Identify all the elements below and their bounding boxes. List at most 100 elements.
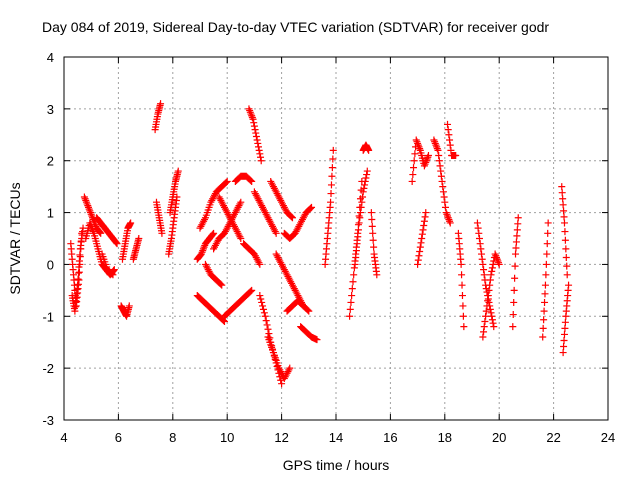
data-point-marker — [97, 229, 105, 237]
data-point-marker — [352, 254, 360, 262]
data-point-marker — [509, 311, 517, 319]
data-point-marker — [435, 152, 443, 160]
data-point-marker — [223, 177, 231, 185]
data-point-marker — [414, 260, 422, 268]
data-point-marker — [441, 203, 449, 211]
data-point-marker — [257, 157, 265, 165]
data-point-marker — [247, 110, 255, 118]
data-point-marker — [260, 309, 268, 317]
data-point-marker — [558, 183, 566, 191]
data-point-marker — [430, 136, 438, 144]
data-point-marker — [560, 219, 568, 227]
data-point-marker — [329, 155, 337, 163]
data-point-marker — [434, 146, 442, 154]
data-point-marker — [458, 271, 466, 279]
data-point-marker — [435, 157, 443, 165]
data-point-marker — [370, 243, 378, 251]
data-point-marker — [80, 193, 88, 201]
data-point-marker — [82, 198, 90, 206]
data-point-marker — [562, 245, 570, 253]
data-point-marker — [363, 171, 371, 179]
data-point-marker — [249, 115, 257, 123]
x-tick-label: 14 — [329, 430, 343, 445]
y-tick-label: -3 — [42, 413, 54, 428]
data-point-marker — [82, 196, 90, 204]
data-point-marker — [489, 319, 497, 327]
data-point-marker — [486, 281, 494, 289]
data-point-marker — [543, 240, 551, 248]
data-point-marker — [420, 222, 428, 230]
data-point-marker — [416, 145, 424, 153]
data-point-marker — [444, 214, 452, 222]
data-point-marker — [367, 209, 375, 217]
data-point-marker — [158, 229, 166, 237]
data-point-marker — [199, 247, 207, 255]
data-point-marker — [348, 292, 356, 300]
data-point-marker — [245, 105, 253, 113]
data-point-marker — [485, 286, 493, 294]
data-point-marker — [359, 188, 367, 196]
data-point-marker — [561, 318, 569, 326]
data-point-marker — [479, 260, 487, 268]
data-point-marker — [254, 139, 262, 147]
y-tick-label: 1 — [47, 206, 54, 221]
data-point-marker — [208, 231, 216, 239]
data-point-marker — [236, 233, 244, 241]
data-point-marker — [437, 172, 445, 180]
data-point-marker — [271, 228, 279, 236]
data-point-marker — [487, 309, 495, 317]
data-point-marker — [368, 215, 376, 223]
data-point-marker — [509, 323, 517, 331]
data-point-marker — [237, 198, 245, 206]
data-point-marker — [264, 325, 272, 333]
data-point-marker — [512, 244, 520, 252]
data-point-marker — [512, 250, 520, 258]
data-point-marker — [560, 213, 568, 221]
data-point-marker — [252, 129, 260, 137]
data-point-marker — [565, 281, 573, 289]
data-point-marker — [473, 219, 481, 227]
data-point-marker — [439, 188, 447, 196]
data-point-marker — [361, 177, 369, 185]
data-point-marker — [349, 278, 357, 286]
data-point-marker — [437, 167, 445, 175]
data-point-marker — [446, 217, 454, 225]
data-point-marker — [421, 213, 429, 221]
data-point-marker — [560, 343, 568, 351]
data-point-marker — [86, 207, 94, 215]
data-point-marker — [357, 203, 365, 211]
data-point-marker — [457, 260, 465, 268]
data-point-marker — [560, 207, 568, 215]
data-point-marker — [488, 312, 496, 320]
chart-title: Day 084 of 2019, Sidereal Day-to-day VTE… — [42, 19, 549, 35]
data-point-marker — [272, 229, 280, 237]
x-tick-label: 18 — [438, 430, 452, 445]
data-point-marker — [250, 122, 258, 130]
data-points — [67, 100, 573, 388]
data-point-marker — [431, 138, 439, 146]
data-point-marker — [346, 312, 354, 320]
data-point-marker — [75, 263, 83, 271]
data-point-marker — [218, 281, 226, 289]
data-point-marker — [356, 209, 364, 217]
data-point-marker — [475, 229, 483, 237]
data-point-marker — [559, 201, 567, 209]
x-tick-label: 8 — [169, 430, 176, 445]
data-point-marker — [410, 164, 418, 172]
data-point-marker — [541, 290, 549, 298]
data-point-marker — [351, 260, 359, 268]
data-point-marker — [256, 150, 264, 158]
data-point-marker — [479, 333, 487, 341]
data-point-marker — [369, 229, 377, 237]
data-point-marker — [247, 177, 255, 185]
data-point-marker — [486, 276, 494, 284]
data-point-marker — [113, 240, 121, 248]
data-point-marker — [258, 298, 266, 306]
data-point-marker — [421, 160, 429, 168]
data-point-marker — [353, 240, 361, 248]
data-point-marker — [560, 330, 568, 338]
x-tick-label: 16 — [383, 430, 397, 445]
data-point-marker — [414, 256, 422, 264]
data-point-marker — [210, 229, 218, 237]
data-point-marker — [236, 200, 244, 208]
